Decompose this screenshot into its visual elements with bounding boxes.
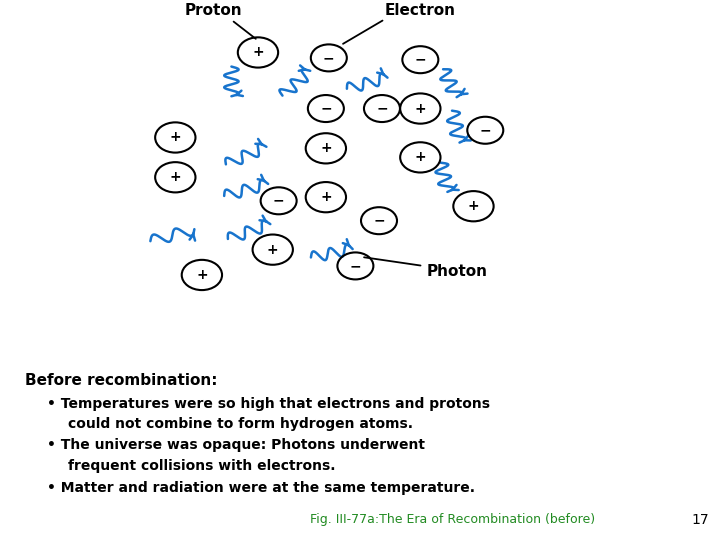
Text: +: +	[320, 141, 332, 156]
Text: could not combine to form hydrogen atoms.: could not combine to form hydrogen atoms…	[68, 417, 413, 431]
Text: +: +	[320, 190, 332, 204]
Text: −: −	[320, 102, 332, 116]
Text: Proton: Proton	[185, 3, 243, 18]
Text: +: +	[415, 102, 426, 116]
Text: −: −	[415, 53, 426, 67]
Text: Before recombination:: Before recombination:	[25, 373, 217, 388]
Text: • The universe was opaque: Photons underwent: • The universe was opaque: Photons under…	[47, 438, 425, 453]
Text: • Matter and radiation were at the same temperature.: • Matter and radiation were at the same …	[47, 481, 474, 495]
Text: −: −	[273, 194, 284, 208]
Text: +: +	[169, 170, 181, 184]
Text: −: −	[376, 102, 388, 116]
Text: +: +	[267, 242, 279, 256]
Text: frequent collisions with electrons.: frequent collisions with electrons.	[68, 459, 336, 473]
Text: +: +	[415, 150, 426, 164]
Text: +: +	[169, 131, 181, 145]
Text: −: −	[323, 51, 335, 65]
Text: 17: 17	[691, 512, 708, 526]
Text: −: −	[350, 259, 361, 273]
Text: +: +	[468, 199, 480, 213]
Text: Photon: Photon	[426, 264, 487, 279]
Text: Fig. III-77a:The Era of Recombination (before): Fig. III-77a:The Era of Recombination (b…	[310, 514, 595, 526]
Text: +: +	[252, 45, 264, 59]
Text: Electron: Electron	[384, 3, 456, 18]
Text: −: −	[480, 123, 491, 137]
Text: +: +	[196, 268, 207, 282]
Text: • Temperatures were so high that electrons and protons: • Temperatures were so high that electro…	[47, 397, 490, 411]
Text: −: −	[373, 214, 384, 228]
